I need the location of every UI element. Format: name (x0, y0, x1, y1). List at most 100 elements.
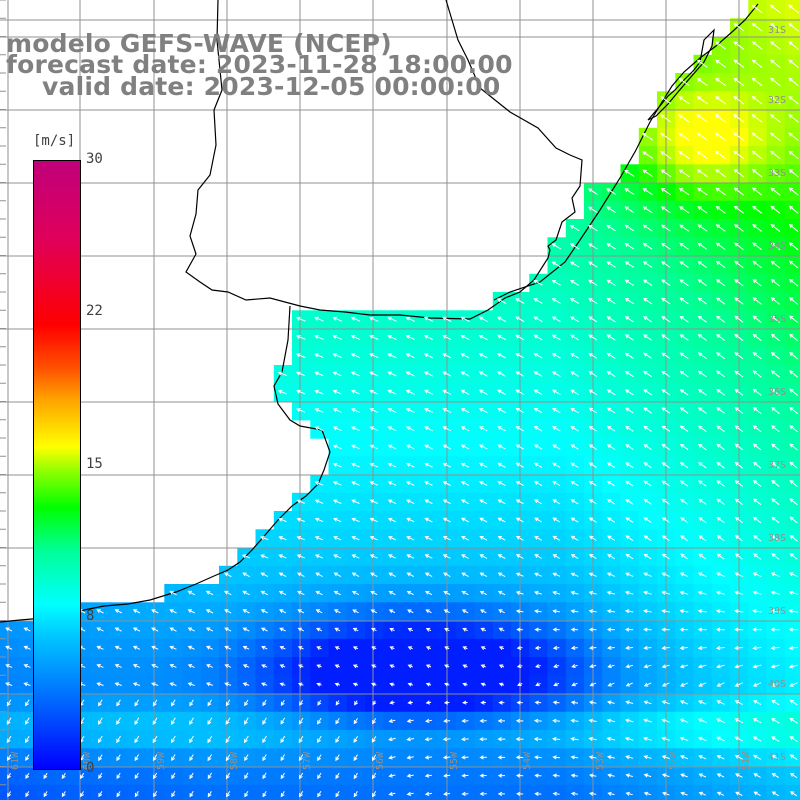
wind-speed-cell (638, 784, 658, 800)
wind-arrow (407, 682, 413, 687)
wind-arrow (333, 590, 341, 596)
wind-arrow (297, 609, 305, 614)
wind-arrow (170, 717, 176, 725)
wind-arrow (425, 682, 432, 687)
wind-arrow (187, 664, 195, 668)
wind-arrow (570, 700, 579, 705)
wind-arrow (753, 535, 762, 542)
wind-arrow (533, 444, 543, 450)
wind-arrow (789, 699, 798, 706)
wind-arrow (351, 517, 360, 523)
wind-arrow (788, 664, 798, 669)
wind-arrow (716, 700, 725, 705)
wind-arrow (534, 535, 542, 541)
wind-arrow (405, 353, 415, 359)
wind-arrow (680, 517, 689, 524)
wind-arrow (606, 316, 616, 323)
wind-speed-cell (346, 730, 366, 749)
wind-arrow (788, 22, 800, 32)
wind-arrow (661, 389, 671, 396)
wind-arrow (588, 627, 597, 632)
wind-arrow (225, 772, 231, 780)
wind-arrow (534, 499, 543, 505)
wind-arrow (534, 572, 542, 577)
wind-arrow (625, 425, 634, 432)
wind-arrow (351, 499, 360, 504)
wind-arrow (698, 553, 707, 560)
wind-arrow (789, 352, 799, 360)
wind-arrow (642, 279, 653, 287)
wind-arrow (643, 535, 652, 542)
longitude-label: 53W (595, 751, 606, 770)
wind-arrow (643, 791, 652, 796)
wind-arrow (460, 517, 470, 523)
wind-arrow (262, 717, 267, 725)
wind-arrow (679, 498, 689, 505)
wind-arrow (169, 590, 177, 596)
wind-speed-cell (492, 784, 512, 800)
wind-arrow (624, 243, 635, 250)
wind-arrow (752, 700, 762, 706)
wind-arrow (607, 499, 616, 505)
wind-arrow (716, 480, 725, 487)
wind-arrow (299, 699, 304, 706)
wind-arrow (570, 444, 579, 450)
wind-arrow (697, 388, 707, 396)
longitude-label: 52W (668, 751, 679, 770)
wind-arrow (660, 96, 672, 105)
wind-arrow (606, 243, 616, 250)
wind-arrow (479, 737, 488, 742)
wind-arrow (98, 754, 103, 762)
wind-arrow (789, 791, 798, 797)
wind-arrow (588, 517, 597, 523)
wind-arrow (225, 717, 231, 725)
wind-arrow (752, 443, 762, 451)
wind-speed-cell (200, 748, 220, 768)
wind-arrow (679, 315, 689, 323)
latitude-label: 35S (768, 314, 786, 325)
wind-arrow (114, 609, 123, 614)
wind-arrow (151, 682, 159, 687)
wind-arrow (678, 96, 690, 105)
wind-arrow (442, 481, 451, 486)
wind-arrow (317, 754, 322, 762)
wind-arrow (752, 682, 762, 687)
wind-arrow (387, 481, 397, 486)
wind-arrow (679, 480, 689, 487)
wind-arrow (552, 499, 561, 505)
wind-arrow (698, 535, 707, 542)
wind-arrow (734, 590, 744, 595)
wind-arrow (734, 461, 744, 469)
wind-arrow (752, 315, 762, 323)
wind-arrow (207, 699, 213, 707)
wind-arrow (134, 699, 140, 707)
wind-arrow (734, 627, 744, 632)
wind-speed-cell (675, 784, 695, 800)
wind-arrow (515, 389, 525, 395)
wind-arrow (643, 700, 652, 705)
wind-speed-cell (784, 237, 800, 257)
wind-arrow (606, 279, 616, 286)
wind-arrow (332, 316, 343, 322)
wind-arrow (369, 536, 378, 541)
wind-arrow (370, 627, 377, 632)
wind-arrow (244, 772, 249, 780)
wind-arrow (114, 664, 122, 668)
wind-arrow (661, 773, 670, 778)
colorbar-unit: [m/s] (33, 133, 76, 149)
wind-arrow (533, 298, 543, 304)
wind-arrow (533, 389, 543, 396)
wind-arrow (478, 389, 488, 395)
wind-arrow (698, 498, 707, 505)
wind-arrow (625, 517, 634, 523)
wind-arrow (607, 645, 615, 651)
wind-arrow (733, 224, 744, 232)
wind-arrow (624, 224, 635, 232)
wind-arrow (515, 407, 525, 414)
wind-arrow (187, 682, 195, 687)
wind-speed-cell (784, 492, 800, 512)
longitude-label: 59W (156, 751, 167, 770)
wind-arrow (169, 627, 177, 632)
wind-arrow (98, 772, 103, 780)
wind-arrow (478, 353, 488, 359)
